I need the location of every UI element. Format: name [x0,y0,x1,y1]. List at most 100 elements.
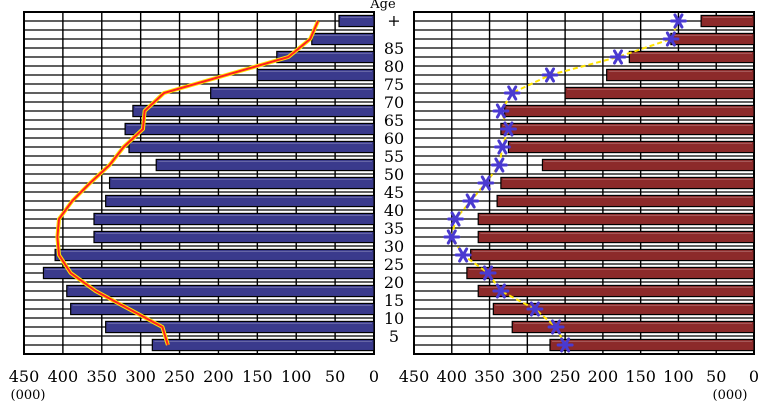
star-marker-55-59 [493,139,511,155]
left-population-panel [23,11,375,355]
left-bars [42,14,375,352]
right-x-tick-label: 50 [706,367,726,386]
right-x-tick-label: 0 [749,367,758,386]
x-axes: 450 400 350 300 250 200 150 100 50 0(000)450 400 35… [9,367,758,403]
bar-40-44 [105,194,375,208]
star-stroke [483,265,494,281]
right-x-tick-label: 400 [437,367,468,386]
age-tick-label: 65 [384,111,404,130]
left-x-tick-label: 400 [48,367,79,386]
bar-50-54 [541,158,755,172]
bar-20-24 [42,266,375,280]
bar-45-49 [108,176,375,190]
star-stroke [551,319,562,335]
left-x-tick-label: 100 [281,367,312,386]
star-stroke [673,13,684,29]
star-marker-5-9 [547,319,565,335]
star-stroke [495,283,506,299]
star-marker-80-84 [609,49,627,65]
star-marker-30-34 [443,229,461,245]
star-marker-10-14 [526,301,544,317]
right-x-tick-label: 450 [399,367,430,386]
bar-45-49 [500,176,755,190]
age-tick-label: 75 [384,75,404,94]
star-stroke [450,211,461,227]
star-marker-75-79 [541,67,559,83]
bar-15-19 [477,284,755,298]
star-stroke [465,193,476,209]
star-marker-70-74 [503,85,521,101]
age-tick-label: 40 [384,201,404,220]
age-tick-label: 80 [384,57,404,76]
left-x-tick-label: 350 [87,367,118,386]
star-stroke [613,49,623,65]
right-x-tick-label: 350 [474,367,505,386]
star-stroke [503,121,514,137]
star-stroke [497,139,508,155]
right-x-unit-label: (000) [713,388,748,403]
age-axis-title: Age [369,0,396,12]
left-x-tick-label: 50 [325,367,345,386]
star-marker-25-29 [454,247,472,263]
bar-15-19 [66,284,375,298]
bar-40-44 [496,194,755,208]
bar-35-39 [477,212,755,226]
left-x-tick-label: 250 [164,367,195,386]
right-x-tick-label: 300 [512,367,543,386]
star-marker-40-44 [462,193,480,209]
age-tick-label: 70 [384,93,404,112]
right-x-tick-label: 250 [550,367,581,386]
bar-75-79 [256,68,375,82]
left-x-tick-label: 450 [9,367,40,386]
bar-0-4 [151,338,375,352]
bar-35-39 [93,212,375,226]
star-stroke [446,229,457,245]
star-marker-15-19 [492,283,510,299]
bar-70-74 [210,86,375,100]
left-x-unit-label: (000) [11,388,46,403]
right-population-panel [413,11,755,355]
age-tick-label: 85 [384,39,404,58]
left-x-tick-label: 150 [242,367,273,386]
age-tick-label: 35 [384,219,404,238]
age-tick-label: 25 [384,255,404,274]
star-stroke [560,337,571,353]
bar-75-79 [606,68,755,82]
star-stroke [545,67,555,83]
bar-5-9 [511,320,755,334]
bar-65-69 [132,104,375,118]
age-tick-label: + [387,11,400,30]
right-x-tick-label: 200 [588,367,619,386]
age-tick-label: 15 [384,291,404,310]
star-stroke [458,247,469,263]
star-stroke [495,103,506,119]
bar-30-34 [93,230,375,244]
age-tick-label: 30 [384,237,404,256]
bar-0-4 [549,338,755,352]
left-x-tick-label: 0 [369,367,379,386]
star-marker-0-4 [556,337,574,353]
star-stroke [529,301,540,317]
bar-5-9 [105,320,375,334]
bar-10-14 [492,302,755,316]
age-tick-label: 20 [384,273,404,292]
age-tick-label: 45 [384,183,404,202]
age-tick-label: 10 [384,309,404,328]
age-tick-label: 5 [389,327,399,346]
age-tick-label: 60 [384,129,404,148]
star-stroke [665,31,676,47]
star-marker-20-24 [479,265,497,281]
bar-10-14 [70,302,375,316]
age-tick-label: 55 [384,147,404,166]
star-stroke [480,175,491,191]
right-x-tick-label: 150 [625,367,656,386]
bar-90+ [338,14,375,28]
right-x-tick-label: 100 [663,367,694,386]
left-x-tick-label: 200 [203,367,234,386]
bar-30-34 [477,230,755,244]
star-marker-50-54 [490,157,508,173]
star-marker-65-69 [492,103,510,119]
bar-70-74 [564,86,755,100]
